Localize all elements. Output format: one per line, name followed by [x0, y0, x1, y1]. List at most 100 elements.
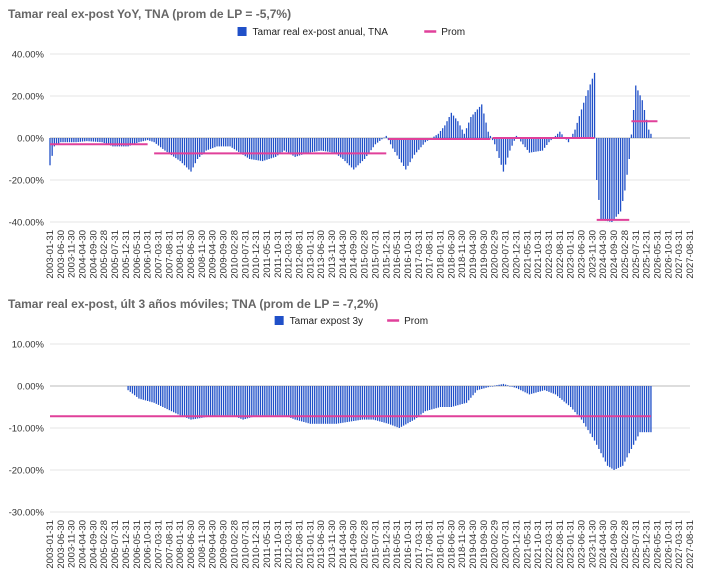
x-tick-label: 2021-10-31 [533, 230, 544, 279]
bar [372, 138, 374, 148]
bar [294, 138, 296, 157]
bar [628, 138, 630, 159]
bar [225, 386, 227, 416]
bar [613, 386, 615, 470]
x-tick-label: 2013-06-30 [316, 230, 327, 279]
bar [435, 135, 437, 138]
bar [468, 122, 470, 138]
bar [422, 386, 424, 413]
bar [370, 138, 372, 151]
x-tick-label: 2003-11-30 [67, 230, 78, 278]
bar [455, 118, 457, 138]
bar [277, 138, 279, 156]
bar [173, 386, 175, 413]
bar [196, 138, 199, 159]
bar [574, 386, 576, 413]
x-tick-label: 2017-08-31 [425, 520, 436, 569]
bar [344, 386, 346, 423]
bar [116, 138, 118, 147]
x-tick-label: 2025-12-31 [642, 520, 653, 569]
x-tick-label: 2013-06-30 [316, 520, 327, 569]
bar [535, 138, 537, 152]
x-tick-label: 2004-04-30 [78, 230, 89, 279]
bar [209, 386, 212, 417]
x-tick-label: 2007-08-31 [164, 520, 175, 569]
bar [580, 109, 583, 138]
x-tick-label: 2004-09-30 [88, 230, 99, 279]
x-tick-label: 2005-02-28 [99, 520, 110, 569]
bar [533, 138, 535, 152]
bar [327, 386, 329, 424]
bar [648, 386, 650, 433]
bar [201, 386, 203, 418]
bar [520, 386, 522, 391]
y-tick-label: -20.00% [9, 176, 45, 187]
bar [138, 386, 140, 399]
x-tick-label: 2024-09-30 [609, 520, 620, 569]
bar [97, 138, 99, 142]
x-tick-label: 2025-02-28 [620, 230, 631, 279]
y-tick-label: 20.00% [12, 92, 45, 103]
x-tick-label: 2023-11-30 [587, 230, 598, 278]
bar [129, 386, 131, 392]
bar [637, 386, 639, 437]
bar [125, 138, 127, 147]
bar [164, 386, 166, 409]
bar [611, 138, 613, 222]
bar [259, 138, 262, 161]
x-tick-label: 2012-08-31 [294, 230, 305, 279]
legend-swatch-bar [237, 27, 247, 36]
x-tick-label: 2006-10-31 [143, 230, 154, 279]
bar [153, 386, 155, 403]
x-tick-label: 2007-08-31 [164, 230, 175, 279]
bar [327, 138, 329, 152]
bar [318, 138, 320, 151]
bar [253, 386, 255, 417]
bar [520, 138, 522, 142]
bar [476, 109, 479, 138]
bar [186, 386, 188, 418]
bar [439, 386, 442, 407]
x-tick-label: 2014-09-30 [349, 520, 360, 569]
y-tick-label: 10.00% [12, 340, 45, 351]
bar [511, 386, 513, 387]
bar [463, 133, 466, 138]
bar [557, 133, 559, 138]
bar [322, 138, 325, 151]
bar [407, 138, 409, 166]
bar [420, 138, 422, 148]
bar [609, 138, 611, 222]
x-tick-label: 2011-05-31 [262, 230, 273, 278]
bar [554, 135, 557, 138]
bar [533, 386, 535, 394]
bar [314, 138, 316, 152]
bar [468, 386, 470, 401]
bar [368, 386, 370, 420]
bar [457, 121, 459, 138]
bar [192, 386, 194, 420]
x-tick-label: 2005-02-28 [99, 230, 110, 279]
bar [398, 138, 400, 159]
bar [379, 138, 381, 141]
bar [593, 386, 596, 441]
bar [51, 138, 53, 156]
bar [494, 385, 496, 387]
bar [515, 135, 518, 138]
bar [301, 138, 303, 155]
bar [530, 386, 533, 394]
bar [290, 138, 292, 155]
x-tick-label: 2019-09-30 [479, 230, 490, 279]
bar [331, 138, 333, 153]
bar [131, 386, 134, 394]
bar [487, 386, 489, 388]
bar [478, 106, 481, 138]
bar [203, 138, 205, 153]
bar [643, 110, 646, 138]
x-tick-label: 2020-02-29 [490, 520, 501, 569]
bar [110, 138, 112, 146]
bar [255, 386, 257, 416]
bar [450, 112, 453, 138]
bar [272, 386, 275, 416]
x-tick-label: 2010-07-31 [240, 520, 251, 569]
bar [522, 138, 524, 145]
